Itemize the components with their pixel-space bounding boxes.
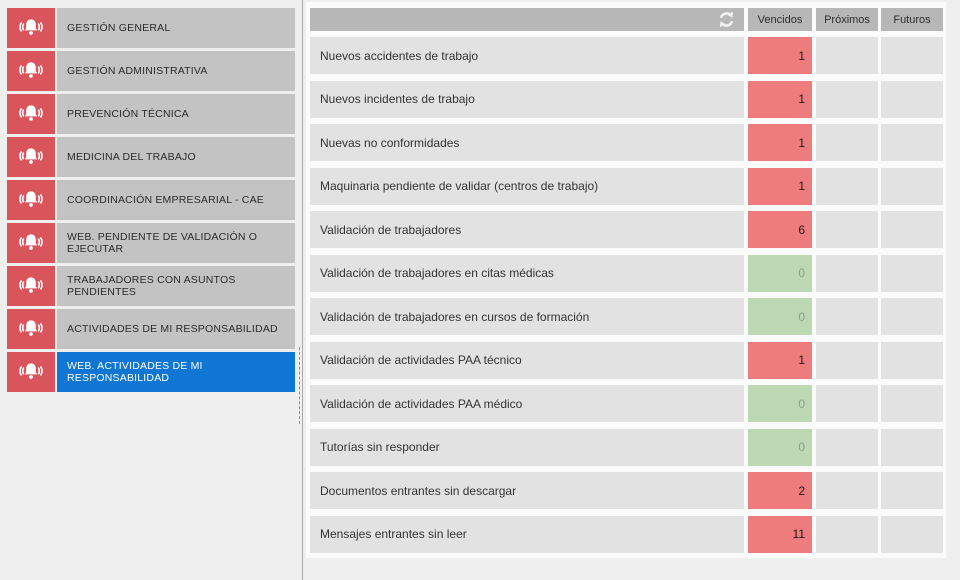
- row-label: Validación de trabajadores en cursos de …: [310, 298, 744, 335]
- futuros-count-cell[interactable]: [881, 80, 943, 118]
- table-row: Nuevas no conformidades 1: [310, 124, 946, 161]
- row-label: Documentos entrantes sin descargar: [310, 472, 744, 509]
- panel-divider: [302, 0, 303, 580]
- vencidos-count-cell[interactable]: 11: [748, 515, 812, 553]
- proximos-count-cell[interactable]: [816, 385, 878, 422]
- sidebar: GESTIÓN GENERAL GESTIÓN ADMINISTRATIVA P…: [0, 0, 302, 580]
- proximos-count-cell[interactable]: [816, 298, 878, 335]
- proximos-count-cell[interactable]: [816, 80, 878, 118]
- table-row: Validación de trabajadores en citas médi…: [310, 254, 946, 292]
- table-row: Maquinaria pendiente de validar (centros…: [310, 167, 946, 205]
- vencidos-count-cell[interactable]: 1: [748, 124, 812, 161]
- sidebar-item-label: PREVENCIÓN TÉCNICA: [57, 94, 295, 134]
- table-row: Nuevos incidentes de trabajo 1: [310, 80, 946, 118]
- sidebar-item-prevencion-tecnica[interactable]: PREVENCIÓN TÉCNICA: [7, 94, 302, 134]
- refresh-button[interactable]: [716, 10, 736, 30]
- sidebar-item-medicina-del-trabajo[interactable]: MEDICINA DEL TRABAJO: [7, 137, 302, 177]
- vencidos-count-cell[interactable]: 6: [748, 211, 812, 248]
- row-label: Tutorías sin responder: [310, 428, 744, 466]
- alarm-bell-icon: [7, 223, 55, 263]
- table-row: Mensajes entrantes sin leer 11: [310, 515, 946, 553]
- vencidos-count-cell[interactable]: 2: [748, 472, 812, 509]
- futuros-count-cell[interactable]: [881, 298, 943, 335]
- alerts-table: Vencidos Próximos Futuros Nuevos acciden…: [306, 2, 946, 558]
- table-row: Nuevos accidentes de trabajo 1: [310, 37, 946, 74]
- sidebar-item-label: GESTIÓN ADMINISTRATIVA: [57, 51, 295, 91]
- vencidos-count-cell[interactable]: 0: [748, 254, 812, 292]
- alarm-bell-icon: [7, 94, 55, 134]
- sidebar-item-label: COORDINACIÓN EMPRESARIAL - CAE: [57, 180, 295, 220]
- vencidos-count-cell[interactable]: 1: [748, 80, 812, 118]
- row-label: Maquinaria pendiente de validar (centros…: [310, 167, 744, 205]
- alarm-bell-icon: [7, 180, 55, 220]
- proximos-count-cell[interactable]: [816, 472, 878, 509]
- sidebar-item-web-actividades-responsabilidad[interactable]: WEB. ACTIVIDADES DE MI RESPONSABILIDAD: [7, 352, 302, 392]
- alarm-bell-icon: [7, 352, 55, 392]
- vencidos-count-cell[interactable]: 1: [748, 167, 812, 205]
- sidebar-item-label: TRABAJADORES CON ASUNTOS PENDIENTES: [57, 266, 295, 306]
- row-label: Validación de actividades PAA técnico: [310, 341, 744, 379]
- table-row: Validación de trabajadores en cursos de …: [310, 298, 946, 335]
- sidebar-item-web-pendiente-validacion[interactable]: WEB. PENDIENTE DE VALIDACIÓN O EJECUTAR: [7, 223, 302, 263]
- row-label: Nuevos incidentes de trabajo: [310, 80, 744, 118]
- row-label: Mensajes entrantes sin leer: [310, 515, 744, 553]
- proximos-count-cell[interactable]: [816, 211, 878, 248]
- vencidos-count-cell[interactable]: 1: [748, 37, 812, 74]
- vencidos-count-cell[interactable]: 1: [748, 341, 812, 379]
- alarm-bell-icon: [7, 8, 55, 48]
- column-header-futuros[interactable]: Futuros: [881, 8, 943, 31]
- proximos-count-cell[interactable]: [816, 37, 878, 74]
- column-header-proximos[interactable]: Próximos: [816, 8, 878, 31]
- alarm-bell-icon: [7, 266, 55, 306]
- column-header-vencidos[interactable]: Vencidos: [748, 8, 812, 31]
- futuros-count-cell[interactable]: [881, 211, 943, 248]
- header-spacer-cell: [310, 8, 744, 31]
- table-row: Validación de actividades PAA médico 0: [310, 385, 946, 422]
- table-row: Tutorías sin responder 0: [310, 428, 946, 466]
- alarm-bell-icon: [7, 309, 55, 349]
- row-label: Validación de trabajadores en citas médi…: [310, 254, 744, 292]
- futuros-count-cell[interactable]: [881, 385, 943, 422]
- futuros-count-cell[interactable]: [881, 472, 943, 509]
- proximos-count-cell[interactable]: [816, 254, 878, 292]
- futuros-count-cell[interactable]: [881, 515, 943, 553]
- alarm-bell-icon: [7, 137, 55, 177]
- futuros-count-cell[interactable]: [881, 428, 943, 466]
- sidebar-item-gestion-general[interactable]: GESTIÓN GENERAL: [7, 8, 302, 48]
- refresh-icon: [719, 11, 733, 28]
- proximos-count-cell[interactable]: [816, 167, 878, 205]
- sidebar-item-label: WEB. ACTIVIDADES DE MI RESPONSABILIDAD: [57, 352, 295, 392]
- vencidos-count-cell[interactable]: 0: [748, 298, 812, 335]
- row-label: Nuevas no conformidades: [310, 124, 744, 161]
- sidebar-item-label: WEB. PENDIENTE DE VALIDACIÓN O EJECUTAR: [57, 223, 295, 263]
- vencidos-count-cell[interactable]: 0: [748, 428, 812, 466]
- sidebar-item-label: GESTIÓN GENERAL: [57, 8, 295, 48]
- sidebar-item-coordinacion-empresarial[interactable]: COORDINACIÓN EMPRESARIAL - CAE: [7, 180, 302, 220]
- proximos-count-cell[interactable]: [816, 341, 878, 379]
- sidebar-item-gestion-administrativa[interactable]: GESTIÓN ADMINISTRATIVA: [7, 51, 302, 91]
- proximos-count-cell[interactable]: [816, 515, 878, 553]
- row-label: Validación de actividades PAA médico: [310, 385, 744, 422]
- futuros-count-cell[interactable]: [881, 167, 943, 205]
- proximos-count-cell[interactable]: [816, 124, 878, 161]
- futuros-count-cell[interactable]: [881, 341, 943, 379]
- row-label: Validación de trabajadores: [310, 211, 744, 248]
- table-row: Documentos entrantes sin descargar 2: [310, 472, 946, 509]
- futuros-count-cell[interactable]: [881, 37, 943, 74]
- table-row: Validación de trabajadores 6: [310, 211, 946, 248]
- focus-outline: [299, 347, 300, 424]
- proximos-count-cell[interactable]: [816, 428, 878, 466]
- sidebar-item-label: MEDICINA DEL TRABAJO: [57, 137, 295, 177]
- sidebar-item-label: ACTIVIDADES DE MI RESPONSABILIDAD: [57, 309, 295, 349]
- futuros-count-cell[interactable]: [881, 124, 943, 161]
- futuros-count-cell[interactable]: [881, 254, 943, 292]
- sidebar-item-actividades-responsabilidad[interactable]: ACTIVIDADES DE MI RESPONSABILIDAD: [7, 309, 302, 349]
- vencidos-count-cell[interactable]: 0: [748, 385, 812, 422]
- sidebar-item-trabajadores-asuntos-pendientes[interactable]: TRABAJADORES CON ASUNTOS PENDIENTES: [7, 266, 302, 306]
- table-row: Validación de actividades PAA técnico 1: [310, 341, 946, 379]
- table-header: Vencidos Próximos Futuros: [310, 8, 946, 31]
- row-label: Nuevos accidentes de trabajo: [310, 37, 744, 74]
- alarm-bell-icon: [7, 51, 55, 91]
